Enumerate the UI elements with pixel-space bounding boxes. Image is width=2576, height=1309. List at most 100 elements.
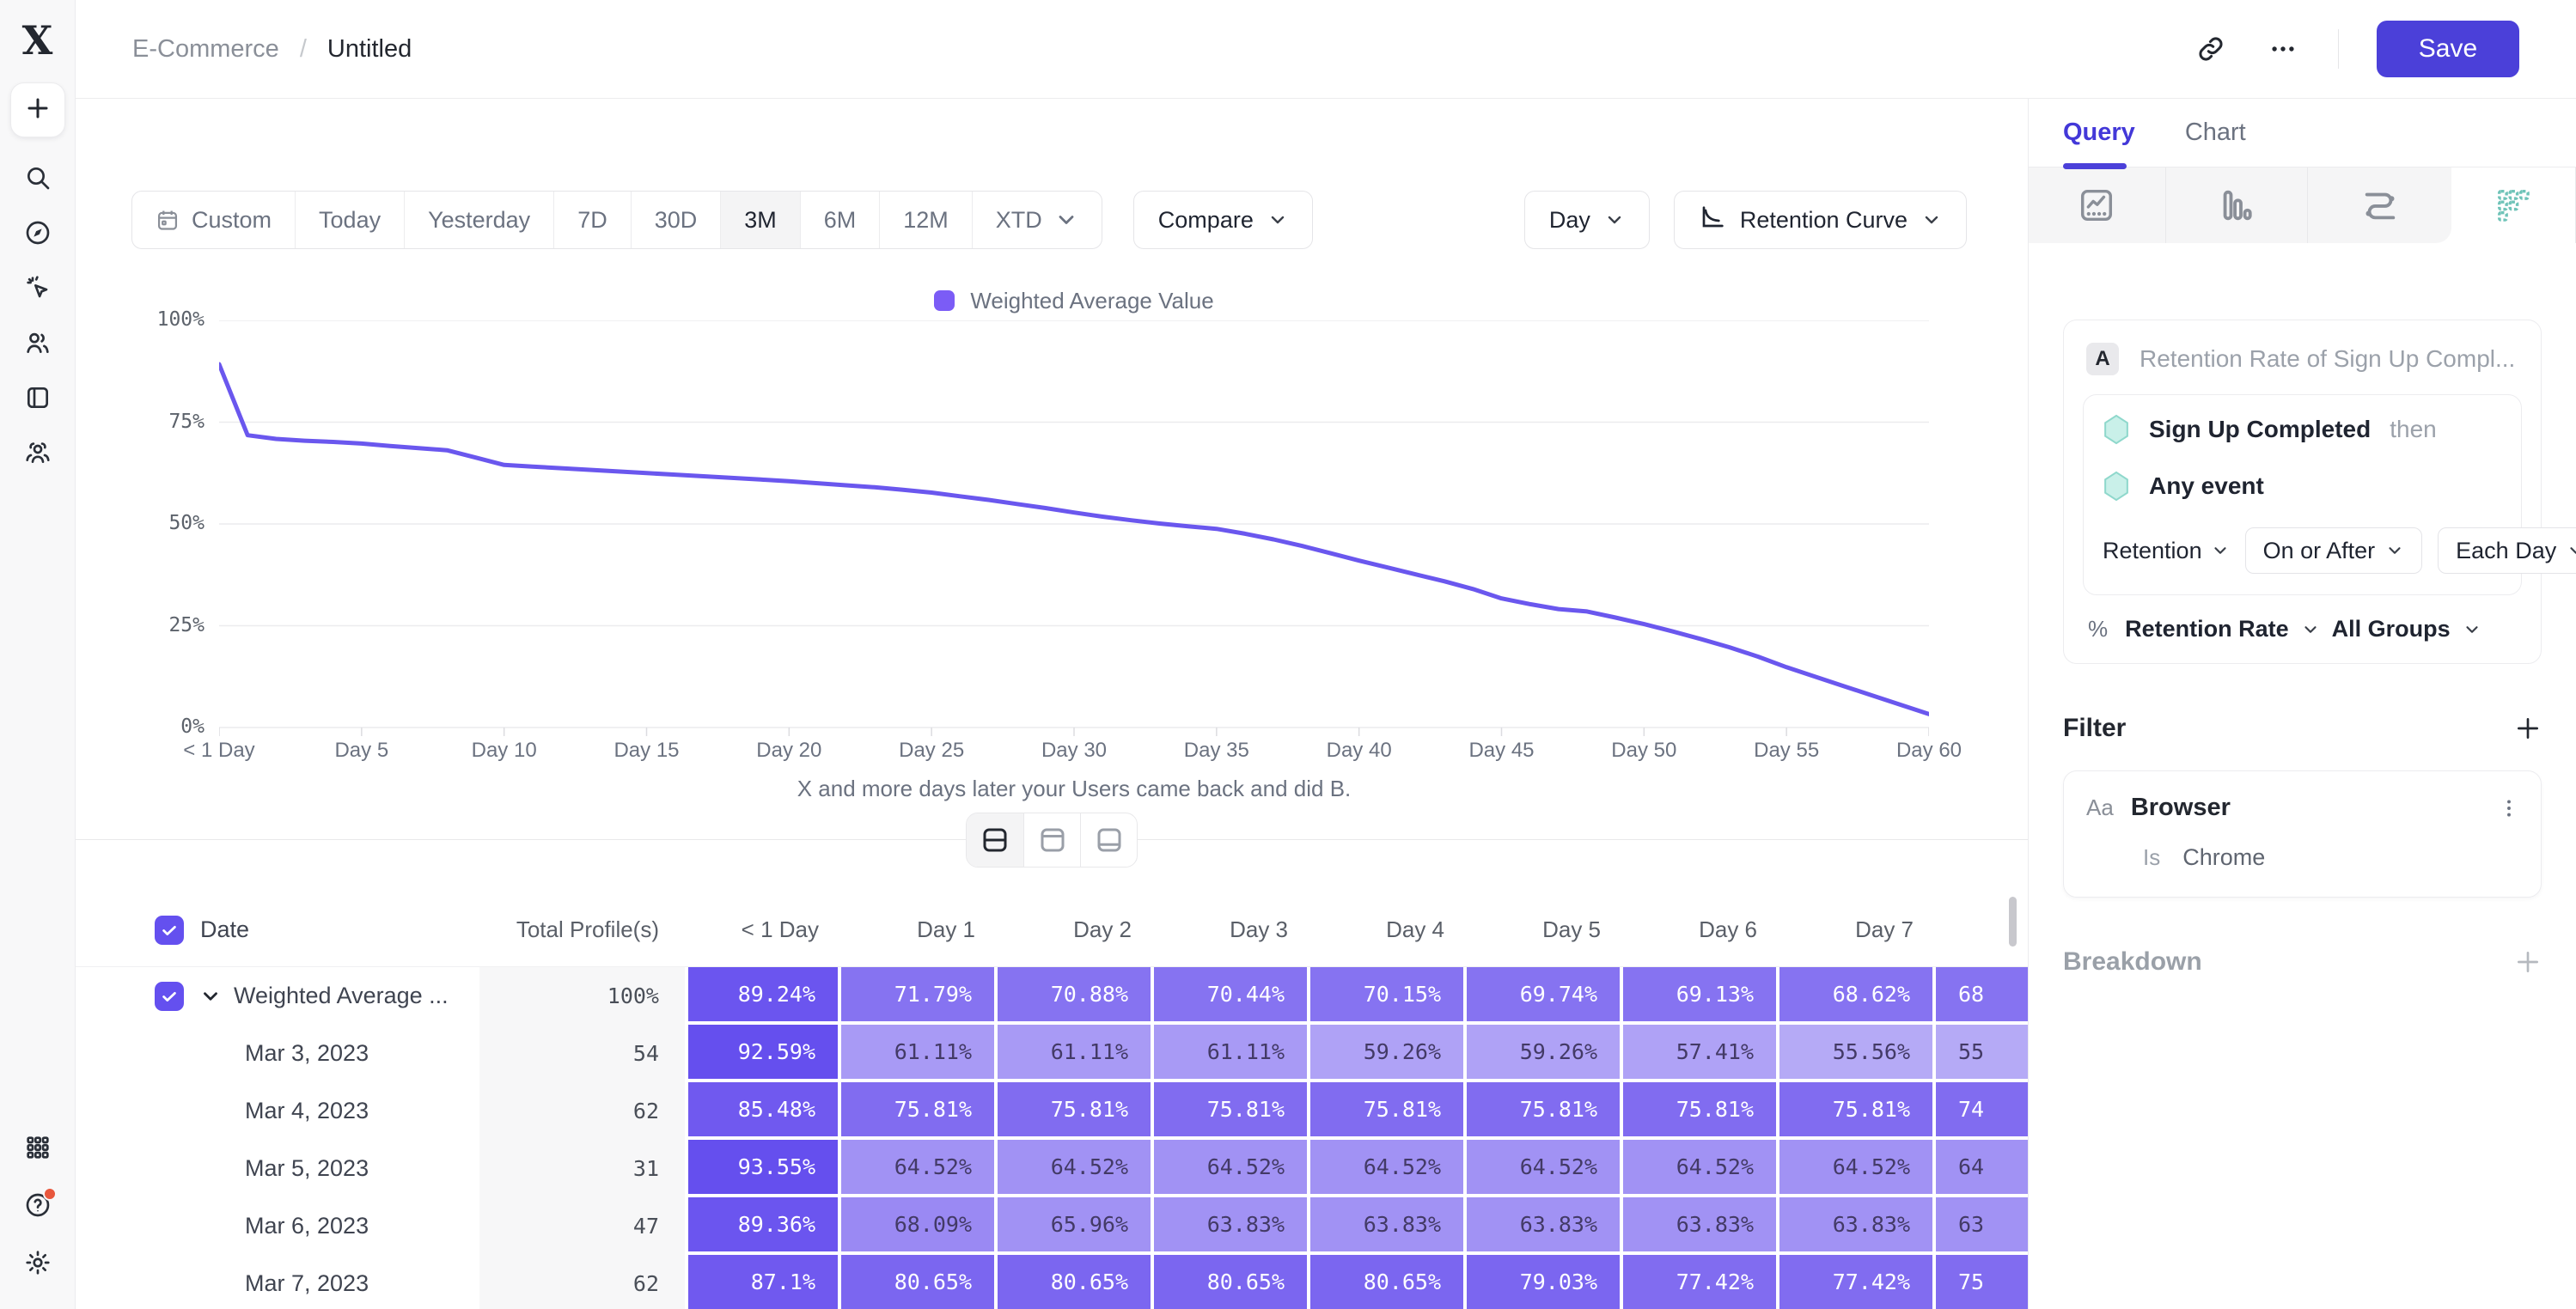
retention-cell-clipped[interactable]: 75 [1936,1255,2028,1309]
retention-cell[interactable]: 64.52% [1467,1140,1623,1197]
retention-window-dropdown[interactable]: On or After [2244,527,2423,574]
groups-dropdown[interactable]: All Groups [2331,616,2451,642]
bar-chart-icon[interactable] [2165,167,2309,243]
range-xtd[interactable]: XTD [971,192,1102,248]
retention-cell[interactable]: 80.65% [841,1255,998,1309]
cohorts-icon[interactable] [23,438,52,467]
flow-chart-icon[interactable] [2308,167,2452,243]
range-7d[interactable]: 7D [553,192,631,248]
tab-query[interactable]: Query [2063,119,2135,146]
retention-cell[interactable]: 77.42% [1779,1255,1936,1309]
retention-cell[interactable]: 77.42% [1623,1255,1779,1309]
row-checkbox[interactable] [155,981,184,1011]
retention-cell[interactable]: 63.83% [1154,1197,1310,1255]
apps-grid-icon[interactable] [23,1133,52,1162]
retention-cell[interactable]: 75.81% [998,1082,1154,1140]
retention-cell[interactable]: 75.81% [1623,1082,1779,1140]
tab-chart[interactable]: Chart [2184,119,2246,146]
retention-grid-icon[interactable] [2451,167,2576,243]
chart-type-dropdown[interactable]: Retention Curve [1673,191,1967,249]
retention-cell-clipped[interactable]: 68 [1936,967,2028,1025]
retention-cell[interactable]: 75.81% [1154,1082,1310,1140]
retention-cell[interactable]: 89.36% [685,1197,841,1255]
retention-cell[interactable]: 64.52% [1623,1140,1779,1197]
app-logo[interactable]: X [21,17,53,64]
retention-cell[interactable]: 61.11% [998,1025,1154,1082]
query-title[interactable]: Retention Rate of Sign Up Compl... [2140,345,2516,372]
retention-cell[interactable]: 68.09% [841,1197,998,1255]
settings-gear-icon[interactable] [23,1248,52,1277]
retention-cell[interactable]: 63.83% [1779,1197,1936,1255]
measure-dropdown[interactable]: Retention Rate [2125,616,2289,642]
expand-row-icon[interactable] [199,985,222,1008]
retention-cell[interactable]: 64.52% [998,1140,1154,1197]
retention-cell[interactable]: 93.55% [685,1140,841,1197]
range-30d[interactable]: 30D [630,192,721,248]
retention-cell[interactable]: 63.83% [1623,1197,1779,1255]
retention-cell[interactable]: 65.96% [998,1197,1154,1255]
retention-cell-clipped[interactable]: 64 [1936,1140,2028,1197]
retention-cell[interactable]: 61.11% [841,1025,998,1082]
retention-cell[interactable]: 87.1% [685,1255,841,1309]
chart-legend[interactable]: Weighted Average Value [219,283,1929,318]
retention-cell[interactable]: 75.81% [1310,1082,1467,1140]
retention-cell[interactable]: 75.81% [1779,1082,1936,1140]
retention-cell[interactable]: 64.52% [1154,1140,1310,1197]
range-today[interactable]: Today [295,192,404,248]
breadcrumb-current[interactable]: Untitled [327,34,412,63]
retention-cell-clipped[interactable]: 63 [1936,1197,2028,1255]
retention-cell[interactable]: 59.26% [1310,1025,1467,1082]
filter-operator[interactable]: Is [2143,844,2161,870]
breadcrumb-parent[interactable]: E-Commerce [132,34,279,63]
more-options-icon[interactable] [2266,32,2300,66]
view-toggle-table-only[interactable] [1080,813,1137,867]
retention-cell[interactable]: 70.44% [1154,967,1310,1025]
search-icon[interactable] [23,163,52,192]
retention-cell[interactable]: 80.65% [998,1255,1154,1309]
filter-value[interactable]: Chrome [2182,844,2266,870]
retention-cell-clipped[interactable]: 74 [1936,1082,2028,1140]
retention-cell[interactable]: 55.56% [1779,1025,1936,1082]
retention-cell[interactable]: 79.03% [1467,1255,1623,1309]
range-custom[interactable]: Custom [132,192,295,248]
share-link-icon[interactable] [2194,32,2228,66]
view-toggle-chart-only[interactable] [1023,813,1080,867]
explore-compass-icon[interactable] [23,218,52,247]
retention-cell[interactable]: 75.81% [1467,1082,1623,1140]
add-breakdown-button[interactable] [2514,948,2542,976]
second-event-name[interactable]: Any event [2149,472,2264,499]
line-chart-icon[interactable] [2029,167,2166,243]
first-event-name[interactable]: Sign Up Completed [2149,416,2372,442]
retention-cell[interactable]: 68.62% [1779,967,1936,1025]
retention-cell[interactable]: 64.52% [1310,1140,1467,1197]
retention-cell[interactable]: 71.79% [841,967,998,1025]
help-icon[interactable] [23,1187,57,1220]
retention-cell[interactable]: 70.15% [1310,967,1467,1025]
retention-cell[interactable]: 80.65% [1154,1255,1310,1309]
retention-cell[interactable]: 69.13% [1623,967,1779,1025]
retention-cell[interactable]: 64.52% [841,1140,998,1197]
compare-button[interactable]: Compare [1132,191,1313,249]
retention-cell[interactable]: 70.88% [998,967,1154,1025]
retention-cell[interactable]: 85.48% [685,1082,841,1140]
events-cursor-icon[interactable] [23,273,52,302]
table-scrollbar-thumb[interactable] [2009,897,2017,947]
range-3m[interactable]: 3M [720,192,800,248]
retention-cell[interactable]: 64.52% [1779,1140,1936,1197]
retention-cell-clipped[interactable]: 55 [1936,1025,2028,1082]
granularity-dropdown[interactable]: Day [1523,191,1650,249]
retention-cell[interactable]: 75.81% [841,1082,998,1140]
new-report-button[interactable] [9,82,65,137]
reports-panel-icon[interactable] [23,383,52,412]
select-all-checkbox[interactable] [155,915,184,945]
range-12m[interactable]: 12M [879,192,972,248]
add-filter-button[interactable] [2514,715,2542,742]
users-icon[interactable] [23,328,52,357]
retention-cell[interactable]: 57.41% [1623,1025,1779,1082]
retention-cell[interactable]: 92.59% [685,1025,841,1082]
save-button[interactable]: Save [2377,21,2519,77]
retention-cell[interactable]: 63.83% [1310,1197,1467,1255]
filter-kebab-menu-icon[interactable] [2498,797,2520,819]
retention-cell[interactable]: 89.24% [685,967,841,1025]
range-yesterday[interactable]: Yesterday [404,192,553,248]
